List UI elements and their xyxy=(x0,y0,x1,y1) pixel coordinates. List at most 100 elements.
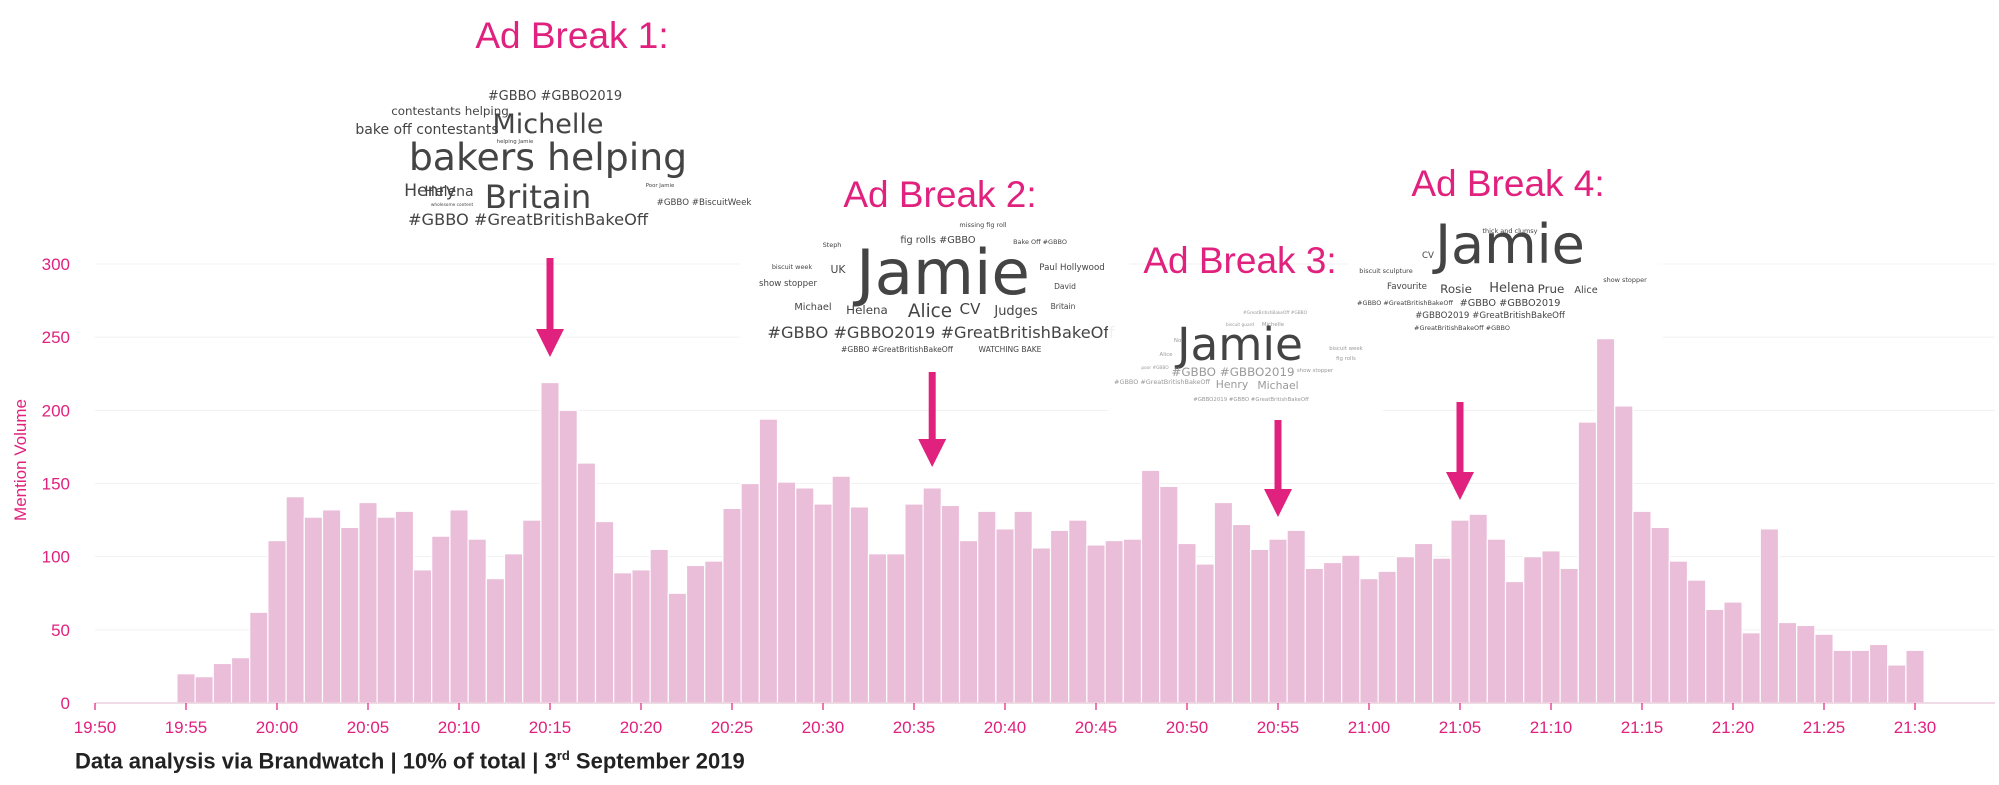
bar xyxy=(212,662,233,704)
x-tick-label: 20:00 xyxy=(256,718,299,737)
word-cloud-term: thick and clumsy xyxy=(1483,227,1538,235)
word-cloud-term: Britain xyxy=(1051,302,1076,311)
x-tick-label: 21:15 xyxy=(1621,718,1664,737)
bar xyxy=(704,560,724,704)
bar xyxy=(1814,633,1834,704)
arrow-down-icon xyxy=(536,329,564,357)
word-cloud-term: Jamie xyxy=(1174,318,1303,371)
word-cloud-term: bake off contestants xyxy=(355,122,498,138)
bar xyxy=(886,553,906,704)
word-cloud-term: #GBBO2019 #GreatBritishBakeOff xyxy=(1415,311,1566,321)
bar xyxy=(449,509,469,704)
bar xyxy=(1777,621,1798,704)
word-cloud-term: #GBBO #GreatBritishBakeOff xyxy=(1114,378,1210,386)
ad-break-title: Ad Break 3: xyxy=(1143,240,1336,281)
word-cloud-term: David xyxy=(1054,282,1076,291)
bar xyxy=(576,462,597,704)
y-tick-label: 300 xyxy=(42,255,70,274)
arrow-down-icon xyxy=(1446,472,1474,500)
bar xyxy=(1577,421,1598,704)
word-cloud-term: #GBBO #GBBO2019 xyxy=(1171,365,1294,379)
bar xyxy=(1213,501,1234,704)
x-tick-label: 21:25 xyxy=(1803,718,1846,737)
arrow-shaft xyxy=(1274,420,1282,491)
arrow-shaft xyxy=(928,372,936,441)
x-tick-label: 20:25 xyxy=(711,718,754,737)
word-cloud-background xyxy=(1348,220,1663,338)
y-tick-label: 0 xyxy=(61,694,70,713)
word-cloud-term: Alice xyxy=(1160,352,1174,358)
bar xyxy=(194,676,214,704)
bar xyxy=(1559,567,1579,704)
bar xyxy=(376,516,396,704)
bar xyxy=(922,487,942,704)
bar xyxy=(631,569,651,704)
word-cloud-term: fig rolls #GBBO xyxy=(900,235,975,246)
word-cloud-term: Jamie xyxy=(852,236,1030,309)
bar xyxy=(1341,554,1361,704)
word-cloud-term: missing fig roll xyxy=(959,221,1006,229)
bar xyxy=(1250,548,1270,704)
word-cloud-term: biscuit week xyxy=(1329,346,1363,352)
word-cloud-term: Prue xyxy=(1538,282,1565,296)
bar xyxy=(940,504,961,704)
x-tick-label: 21:30 xyxy=(1894,718,1937,737)
bar xyxy=(1632,510,1652,704)
x-tick-label: 19:50 xyxy=(74,718,117,737)
bar xyxy=(1523,556,1543,704)
x-tick-label: 20:55 xyxy=(1257,718,1300,737)
bar xyxy=(1905,649,1925,704)
bar xyxy=(267,539,287,704)
word-cloud-term: Alice xyxy=(1574,285,1597,296)
word-cloud-term: bakers helping xyxy=(409,135,687,179)
x-tick-label: 20:10 xyxy=(438,718,481,737)
bar xyxy=(1068,519,1088,704)
word-cloud-term: CV xyxy=(1422,251,1434,261)
y-tick-label: 50 xyxy=(51,621,70,640)
x-tick-label: 20:20 xyxy=(620,718,663,737)
bar xyxy=(285,496,305,704)
x-tick-label: 21:20 xyxy=(1712,718,1755,737)
bar xyxy=(321,509,342,704)
bar xyxy=(667,592,688,704)
arrow-down-icon xyxy=(1264,489,1292,517)
source-footer: Data analysis via Brandwatch | 10% of to… xyxy=(75,748,745,774)
bar xyxy=(1614,405,1634,704)
bar xyxy=(1668,560,1689,704)
bar xyxy=(412,569,433,704)
word-cloud-term: Alice xyxy=(908,301,952,322)
word-cloud-term: biscuit sculpture xyxy=(1359,267,1412,275)
bar xyxy=(1650,526,1670,704)
bar xyxy=(1686,579,1707,704)
bar xyxy=(849,506,870,704)
bar xyxy=(758,418,779,704)
footer-suffix: September 2019 xyxy=(569,748,745,774)
x-tick-label: 21:10 xyxy=(1530,718,1573,737)
word-cloud-background xyxy=(1108,303,1383,413)
bar xyxy=(503,553,524,704)
bar xyxy=(1413,542,1434,704)
bar xyxy=(977,510,997,704)
word-cloud-term: Noel xyxy=(1174,338,1186,344)
word-cloud-term: Jamie xyxy=(1432,213,1585,276)
arrow-shaft xyxy=(1456,402,1464,474)
word-cloud-term: Paul Hollywood xyxy=(1039,263,1104,273)
word-cloud-term: Helena xyxy=(1489,281,1534,296)
word-cloud-term: Henry xyxy=(404,181,456,201)
bar xyxy=(1450,519,1470,704)
word-cloud-term: #GreatBritishBakeOff #GBBO xyxy=(1243,310,1308,316)
bar xyxy=(1104,539,1124,704)
x-tick-label: 20:40 xyxy=(984,718,1027,737)
bar xyxy=(1377,570,1397,704)
x-tick-label: 20:45 xyxy=(1075,718,1118,737)
word-cloud-term: biscuit guard xyxy=(1226,322,1254,328)
axes: 0 50 100 150 200 250 300 19:50 19:55 20:00 20:05 20… xyxy=(42,255,1995,737)
x-tick-label: 20:15 xyxy=(529,718,572,737)
bar xyxy=(1850,649,1871,704)
word-cloud-term: Michelle xyxy=(493,109,604,140)
bar xyxy=(1432,557,1452,704)
word-cloud-term: WATCHING BAKE xyxy=(979,345,1042,354)
word-cloud-term: Judges xyxy=(993,304,1037,319)
bar xyxy=(303,516,324,704)
